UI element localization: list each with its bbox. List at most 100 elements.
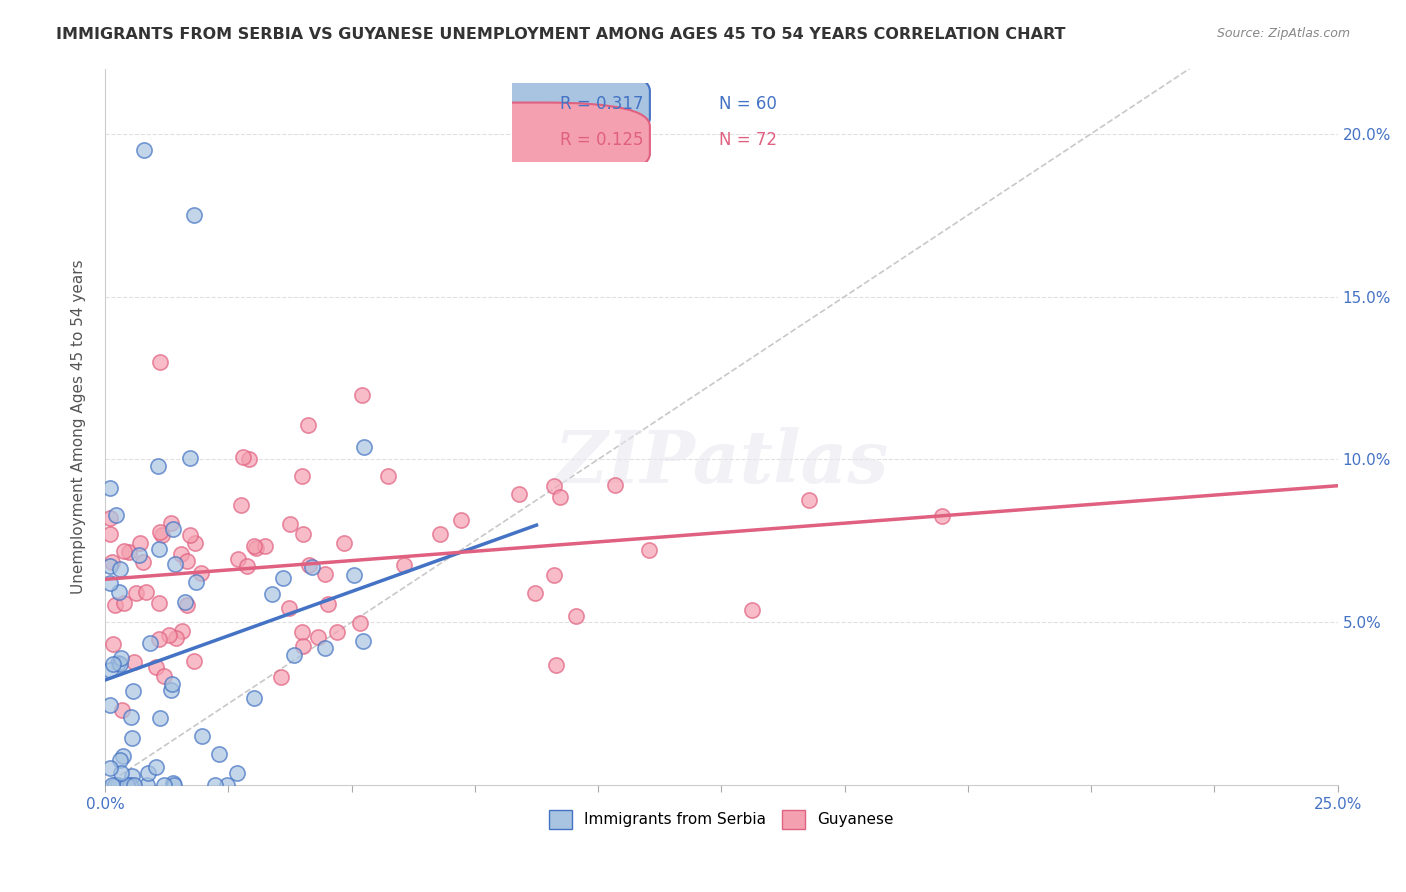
- Point: [170, 547, 193, 561]
- Point: [325, 624, 347, 639]
- Point: [270, 670, 292, 684]
- Point: [797, 493, 820, 508]
- Point: [741, 603, 763, 617]
- Point: [190, 566, 212, 581]
- Point: [260, 587, 283, 601]
- Point: [121, 684, 143, 698]
- Point: [110, 651, 132, 665]
- Point: [291, 625, 314, 640]
- Point: [120, 710, 142, 724]
- Point: [253, 539, 276, 553]
- Point: [98, 481, 121, 495]
- Point: [543, 479, 565, 493]
- Point: [108, 585, 131, 599]
- Point: [112, 596, 135, 610]
- Point: [145, 660, 167, 674]
- Point: [245, 541, 267, 556]
- Point: [107, 778, 129, 792]
- Point: [153, 668, 176, 682]
- Point: [148, 459, 170, 474]
- Point: [103, 637, 125, 651]
- Point: [235, 559, 257, 574]
- Point: [316, 597, 339, 611]
- Point: [603, 478, 626, 492]
- Point: [546, 657, 568, 672]
- Point: [280, 516, 302, 531]
- Point: [208, 747, 231, 762]
- Point: [229, 498, 252, 512]
- Point: [135, 584, 157, 599]
- Point: [163, 778, 186, 792]
- Point: [125, 585, 148, 599]
- Point: [271, 571, 294, 585]
- Text: IMMIGRANTS FROM SERBIA VS GUYANESE UNEMPLOYMENT AMONG AGES 45 TO 54 YEARS CORREL: IMMIGRANTS FROM SERBIA VS GUYANESE UNEMP…: [56, 27, 1066, 42]
- Point: [101, 657, 124, 671]
- Point: [291, 468, 314, 483]
- Point: [333, 536, 356, 550]
- Point: [104, 598, 127, 612]
- Point: [148, 596, 170, 610]
- Point: [170, 624, 193, 639]
- Point: [298, 558, 321, 572]
- Point: [931, 509, 953, 524]
- Point: [176, 554, 198, 568]
- Point: [238, 451, 260, 466]
- Point: [121, 731, 143, 745]
- Point: [118, 544, 141, 558]
- Point: [349, 616, 371, 631]
- Point: [242, 690, 264, 705]
- Point: [179, 451, 201, 466]
- Point: [524, 586, 547, 600]
- Point: [343, 567, 366, 582]
- Point: [145, 760, 167, 774]
- Point: [98, 663, 121, 677]
- Point: [136, 766, 159, 780]
- Point: [548, 491, 571, 505]
- Point: [450, 513, 472, 527]
- Point: [98, 559, 121, 574]
- Point: [204, 778, 226, 792]
- Point: [107, 656, 129, 670]
- Point: [139, 636, 162, 650]
- Point: [122, 778, 145, 792]
- Point: [152, 778, 174, 792]
- Point: [149, 354, 172, 368]
- Point: [150, 527, 173, 541]
- Point: [98, 761, 121, 775]
- Point: [508, 486, 530, 500]
- Point: [226, 551, 249, 566]
- Point: [160, 683, 183, 698]
- Point: [121, 769, 143, 783]
- Point: [291, 527, 314, 541]
- Point: [162, 676, 184, 690]
- Point: [128, 548, 150, 562]
- Point: [352, 633, 374, 648]
- Point: [111, 748, 134, 763]
- Point: [157, 627, 180, 641]
- Point: [98, 576, 121, 591]
- Point: [163, 557, 186, 571]
- Point: [108, 562, 131, 576]
- Point: [283, 648, 305, 662]
- Point: [301, 560, 323, 574]
- Point: [111, 703, 134, 717]
- Point: [183, 208, 205, 222]
- Point: [98, 698, 121, 712]
- Point: [101, 778, 124, 792]
- Point: [148, 632, 170, 647]
- Point: [98, 526, 121, 541]
- Point: [162, 522, 184, 536]
- Text: ZIPatlas: ZIPatlas: [554, 427, 889, 498]
- Point: [120, 778, 142, 792]
- Point: [191, 729, 214, 743]
- Point: [314, 640, 336, 655]
- Point: [104, 778, 127, 792]
- Point: [112, 544, 135, 558]
- Point: [148, 542, 170, 557]
- Point: [565, 609, 588, 624]
- Point: [128, 535, 150, 549]
- Point: [149, 711, 172, 725]
- Point: [108, 753, 131, 767]
- Point: [183, 654, 205, 668]
- Point: [638, 542, 661, 557]
